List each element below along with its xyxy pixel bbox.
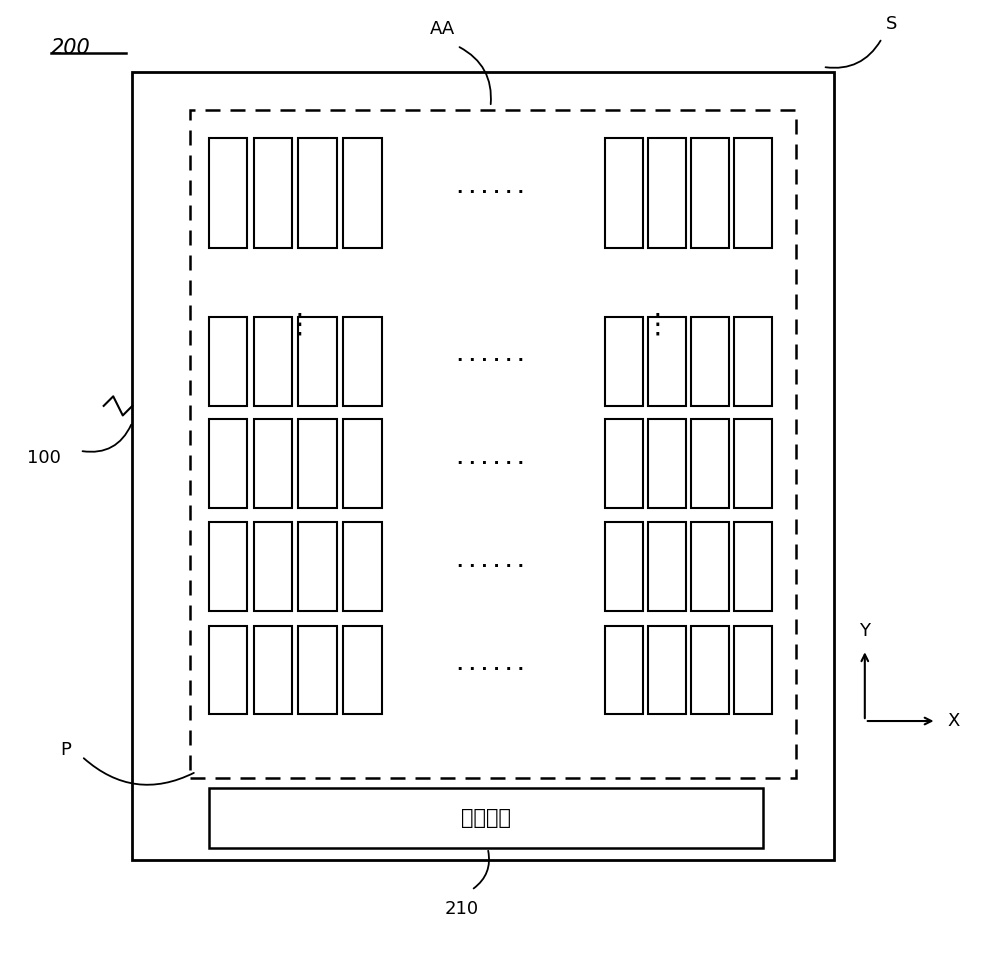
Bar <box>605 138 643 248</box>
Bar <box>209 626 247 714</box>
Text: P: P <box>60 741 71 758</box>
Bar <box>734 419 772 508</box>
Bar <box>209 138 247 248</box>
Bar <box>209 788 763 848</box>
Bar <box>648 419 686 508</box>
Bar <box>190 110 796 778</box>
Text: 100: 100 <box>27 450 61 467</box>
Text: · · · · · ·: · · · · · · <box>457 352 524 371</box>
Bar <box>254 522 292 611</box>
Bar <box>605 419 643 508</box>
Text: ⋮: ⋮ <box>286 310 313 339</box>
Text: X: X <box>948 712 960 730</box>
Bar <box>648 138 686 248</box>
Bar <box>209 317 247 406</box>
Bar <box>734 522 772 611</box>
Bar <box>298 138 337 248</box>
Text: S: S <box>886 15 897 33</box>
Bar <box>209 522 247 611</box>
Bar <box>132 72 834 860</box>
Bar <box>605 317 643 406</box>
Bar <box>648 522 686 611</box>
Bar <box>343 522 382 611</box>
Bar <box>298 317 337 406</box>
Text: AA: AA <box>430 20 455 38</box>
Bar <box>734 626 772 714</box>
Bar <box>343 626 382 714</box>
Bar <box>691 138 729 248</box>
Bar <box>343 317 382 406</box>
Bar <box>605 626 643 714</box>
Bar <box>343 138 382 248</box>
Bar <box>209 419 247 508</box>
Bar <box>734 138 772 248</box>
Bar <box>343 419 382 508</box>
Text: · · · · · ·: · · · · · · <box>457 558 524 576</box>
Bar <box>691 317 729 406</box>
Bar <box>691 419 729 508</box>
Bar <box>298 522 337 611</box>
Bar <box>254 626 292 714</box>
Bar <box>254 419 292 508</box>
Text: · · · · · ·: · · · · · · <box>457 184 524 202</box>
Bar <box>254 317 292 406</box>
Bar <box>298 626 337 714</box>
Text: · · · · · ·: · · · · · · <box>457 455 524 473</box>
Bar <box>254 138 292 248</box>
Bar <box>605 522 643 611</box>
Bar <box>691 522 729 611</box>
Bar <box>648 626 686 714</box>
Bar <box>691 626 729 714</box>
Text: ⋮: ⋮ <box>644 310 671 339</box>
Bar <box>734 317 772 406</box>
Bar <box>298 419 337 508</box>
Text: · · · · · ·: · · · · · · <box>457 661 524 679</box>
Text: Y: Y <box>859 622 870 640</box>
Text: 200: 200 <box>51 38 91 58</box>
Bar <box>648 317 686 406</box>
Text: 驱动芯片: 驱动芯片 <box>461 808 511 828</box>
Text: 210: 210 <box>445 900 479 918</box>
